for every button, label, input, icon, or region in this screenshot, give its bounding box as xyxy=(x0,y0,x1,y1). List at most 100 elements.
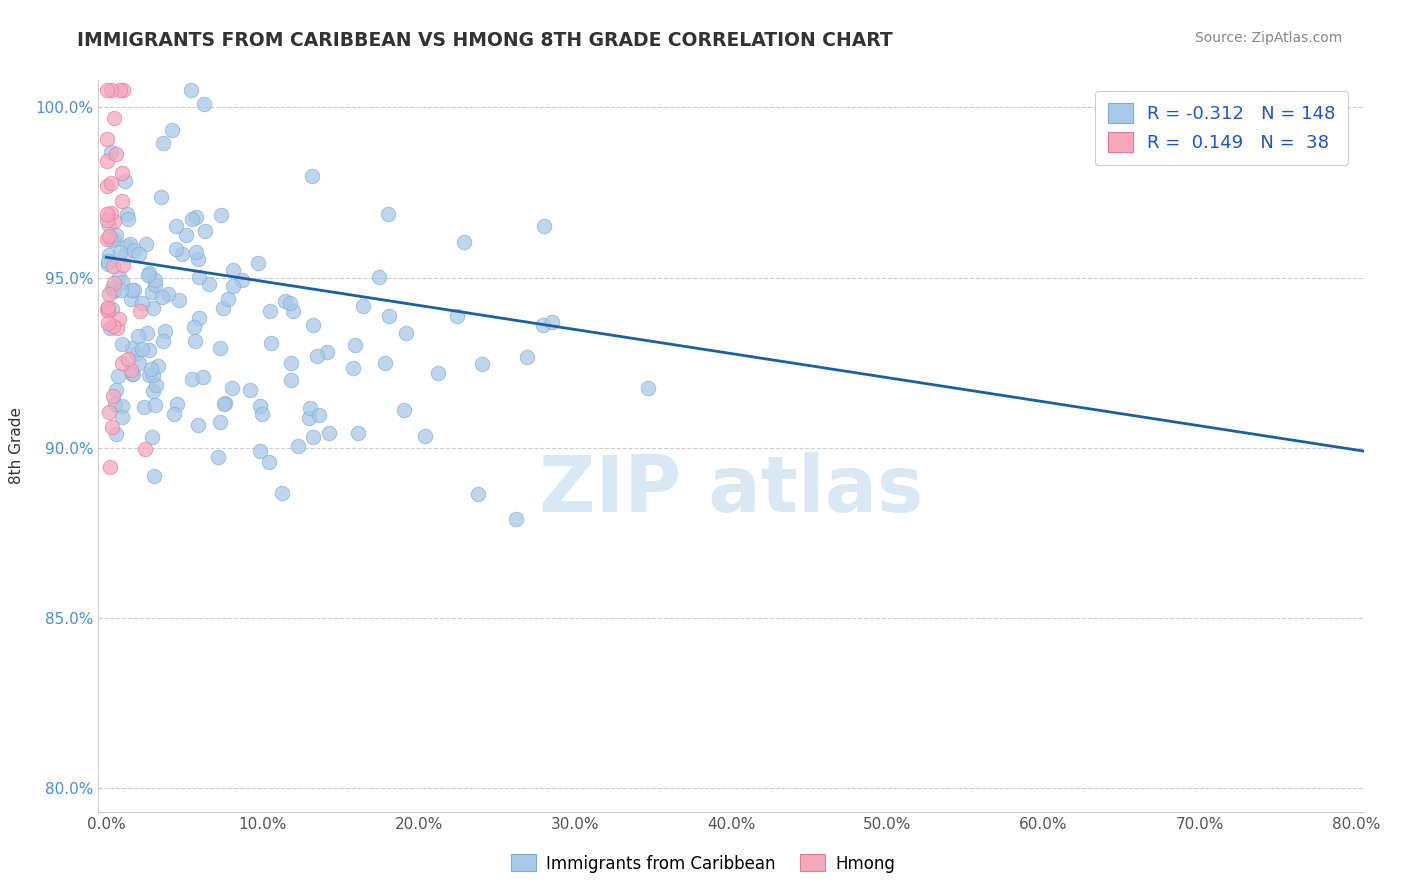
Text: IMMIGRANTS FROM CARIBBEAN VS HMONG 8TH GRADE CORRELATION CHART: IMMIGRANTS FROM CARIBBEAN VS HMONG 8TH G… xyxy=(77,31,893,50)
Point xyxy=(471,358,494,372)
Point xyxy=(172,246,194,260)
Legend: R = -0.312   N = 148, R =  0.149   N =  38: R = -0.312 N = 148, R = 0.149 N = 38 xyxy=(1095,91,1348,165)
Point xyxy=(374,355,396,369)
Point xyxy=(377,206,399,220)
Point xyxy=(368,270,391,285)
Point xyxy=(180,83,202,97)
Point xyxy=(186,210,208,224)
Point xyxy=(104,146,127,161)
Point xyxy=(181,212,204,227)
Point xyxy=(209,416,232,430)
Point xyxy=(188,310,211,325)
Point xyxy=(122,244,145,258)
Point xyxy=(101,302,124,317)
Point xyxy=(96,212,118,227)
Point xyxy=(110,283,132,297)
Point xyxy=(138,368,160,382)
Point xyxy=(298,410,321,425)
Point xyxy=(111,356,134,370)
Point xyxy=(187,417,209,432)
Point xyxy=(136,268,159,283)
Point xyxy=(259,455,281,469)
Text: ZIP atlas: ZIP atlas xyxy=(538,452,924,528)
Point xyxy=(221,262,243,277)
Point xyxy=(100,176,122,190)
Point xyxy=(138,343,160,357)
Point xyxy=(183,319,205,334)
Point xyxy=(167,293,190,307)
Point xyxy=(287,439,309,453)
Point xyxy=(103,214,125,228)
Point xyxy=(97,303,120,318)
Point xyxy=(120,363,142,377)
Point xyxy=(139,362,162,376)
Point xyxy=(165,219,187,233)
Point xyxy=(142,301,165,315)
Point xyxy=(103,232,125,246)
Point xyxy=(98,459,121,474)
Point xyxy=(136,326,159,340)
Point xyxy=(274,294,297,309)
Point xyxy=(103,318,125,333)
Point xyxy=(516,350,538,364)
Point xyxy=(249,443,271,458)
Point xyxy=(252,407,274,421)
Point xyxy=(122,367,145,381)
Point xyxy=(187,269,209,284)
Point xyxy=(343,338,366,352)
Point xyxy=(413,429,436,443)
Point xyxy=(301,318,323,333)
Point xyxy=(145,398,167,412)
Point xyxy=(142,384,165,399)
Point xyxy=(533,219,555,233)
Point xyxy=(121,367,143,381)
Point xyxy=(166,397,188,411)
Point xyxy=(108,311,131,326)
Point xyxy=(100,83,122,97)
Point xyxy=(531,318,554,332)
Point xyxy=(111,409,134,424)
Point xyxy=(117,207,139,221)
Point xyxy=(143,469,166,483)
Point xyxy=(280,295,302,310)
Point xyxy=(165,242,187,256)
Text: Source: ZipAtlas.com: Source: ZipAtlas.com xyxy=(1195,31,1343,45)
Point xyxy=(301,429,323,443)
Point xyxy=(246,255,269,269)
Point xyxy=(187,252,209,267)
Point xyxy=(98,219,121,233)
Point xyxy=(100,206,122,220)
Point xyxy=(162,123,184,137)
Point xyxy=(637,381,659,395)
Point xyxy=(100,233,122,247)
Point xyxy=(98,321,121,335)
Point xyxy=(308,408,330,422)
Point xyxy=(180,372,202,386)
Point xyxy=(134,442,156,457)
Point xyxy=(101,389,124,403)
Point xyxy=(143,273,166,287)
Point xyxy=(111,399,134,413)
Point xyxy=(118,236,141,251)
Point xyxy=(120,293,142,307)
Point xyxy=(96,154,118,169)
Point xyxy=(239,383,262,397)
Point xyxy=(96,302,118,317)
Point xyxy=(212,397,235,411)
Point xyxy=(446,310,468,324)
Point xyxy=(114,174,136,188)
Point xyxy=(142,368,165,382)
Point xyxy=(174,227,197,242)
Point xyxy=(101,419,124,434)
Point xyxy=(96,132,118,146)
Point xyxy=(467,487,489,501)
Point xyxy=(152,334,174,348)
Point xyxy=(209,208,232,222)
Point xyxy=(231,273,253,287)
Point xyxy=(280,355,302,369)
Point xyxy=(378,309,401,323)
Point xyxy=(108,83,131,97)
Point xyxy=(103,276,125,290)
Point xyxy=(132,400,155,414)
Point xyxy=(212,301,235,315)
